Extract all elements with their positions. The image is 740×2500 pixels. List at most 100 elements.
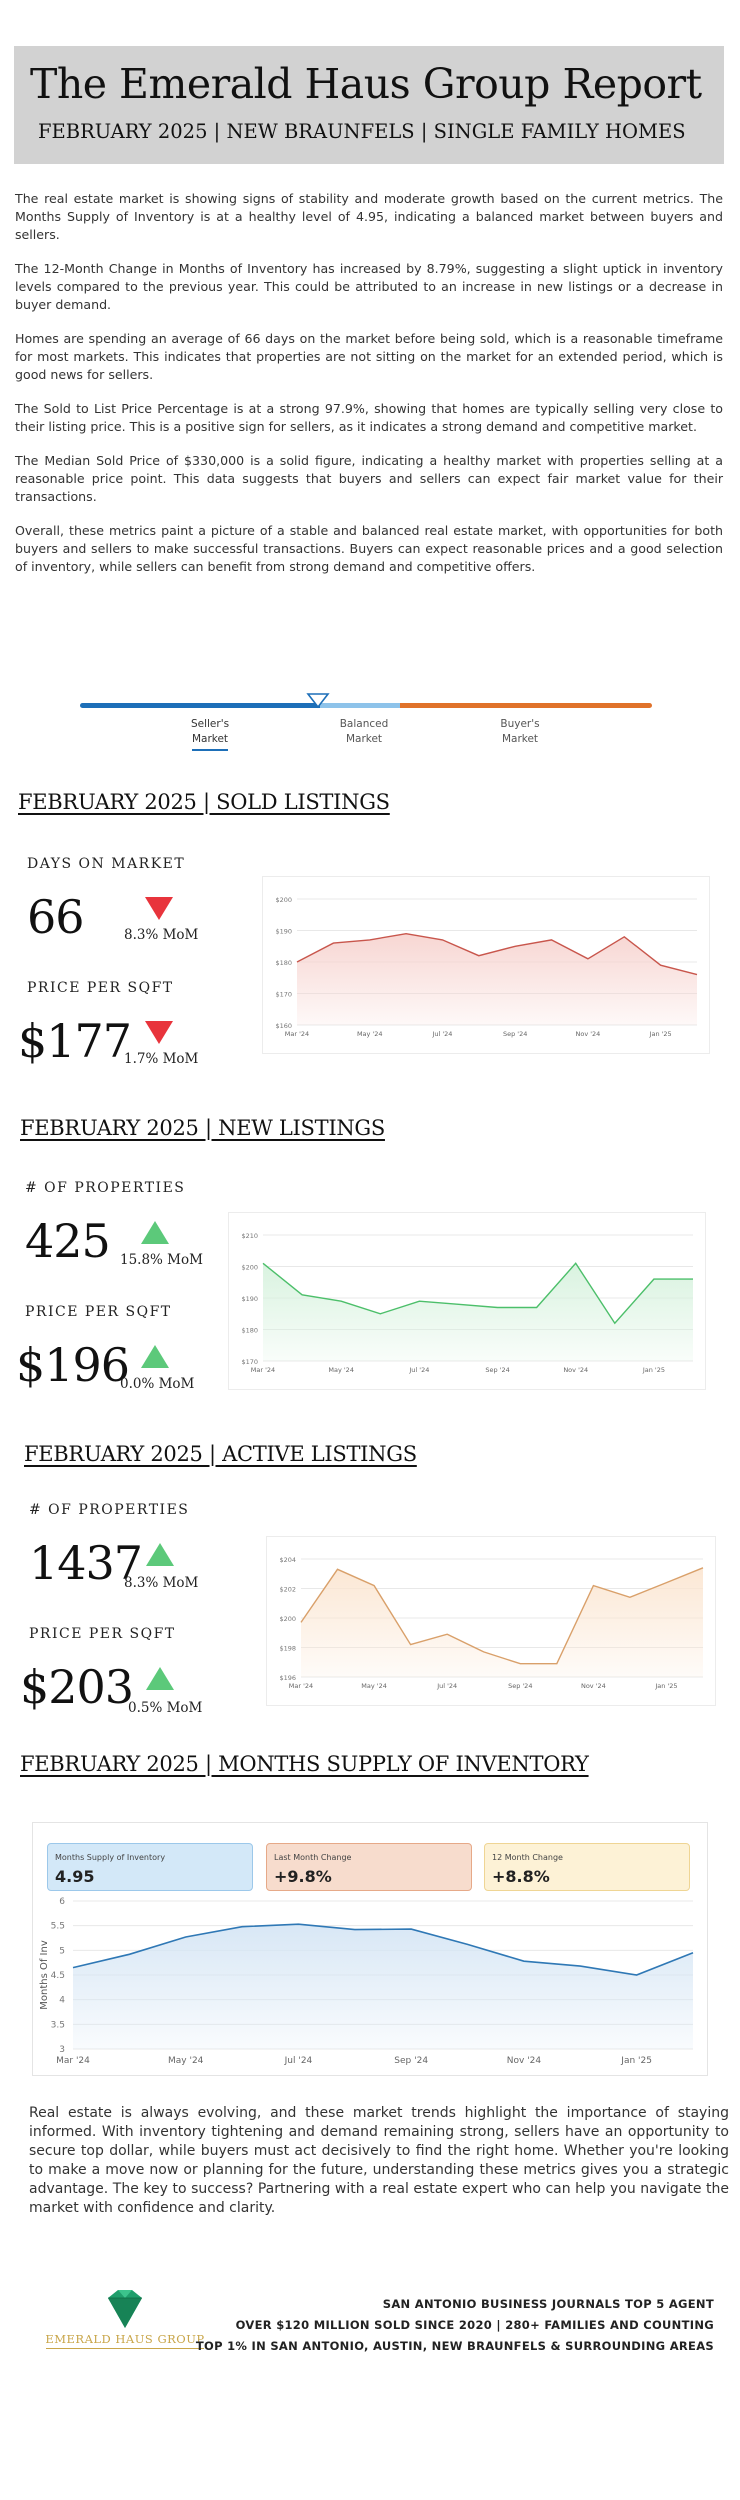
x-tick-label: Nov '24 [576,1030,601,1038]
y-tick-label: $196 [279,1674,296,1682]
series-area [301,1567,703,1677]
metric-label: PRICE PER SQFT [29,1626,176,1642]
y-tick-label: 3 [59,2045,65,2055]
report-title: The Emerald Haus Group Report [30,60,702,108]
y-tick-label: $170 [241,1358,258,1366]
x-tick-label: May '24 [168,2056,204,2066]
y-tick-label: 4 [59,1996,65,2006]
x-tick-label: Sep '24 [508,1682,532,1690]
intro-paragraph: Homes are spending an average of 66 days… [15,331,723,382]
gauge-segment-balanced [320,703,400,708]
series-area [263,1263,693,1361]
months-supply-panel: Months Supply of Inventory 4.95 Last Mon… [32,1822,708,2076]
y-tick-label: $204 [279,1556,296,1564]
series-line [72,1923,694,1976]
x-tick-label: Jul '24 [436,1682,457,1690]
x-tick-label: Jan '25 [642,1366,665,1374]
x-tick-label: May '24 [328,1366,354,1374]
x-tick-label: Mar '24 [285,1030,309,1038]
metric-label: PRICE PER SQFT [25,1304,172,1320]
series-area [73,1924,693,2049]
metric-label: # OF PROPERTIES [29,1502,190,1518]
market-gauge: Seller's Market Balanced Market Buyer's … [80,675,660,755]
logo-underline [46,2348,204,2349]
y-tick-label: 4.5 [51,1971,65,1981]
series-line [296,932,698,976]
series-area [297,933,697,1025]
up-arrow-icon [141,1221,169,1244]
section-title-months-supply: FEBRUARY 2025 | MONTHS SUPPLY OF INVENTO… [20,1752,589,1776]
gauge-segment-sellers [80,703,320,708]
up-arrow-icon [141,1345,169,1368]
chart-active-price-per-sqft: $196 $198 $200 $202 $204 Mar '24 May '24 Jul '2… [266,1536,716,1706]
x-tick-label: Sep '24 [394,2056,428,2066]
metric-change: 0.0% MoM [120,1376,195,1392]
x-tick-label: Jul '24 [431,1030,452,1038]
section-title-active: FEBRUARY 2025 | ACTIVE LISTINGS [24,1442,417,1466]
metric-value: 1437 [29,1536,143,1590]
x-tick-label: May '24 [357,1030,383,1038]
intro-paragraph: The real estate market is showing signs … [15,191,723,242]
kpi-card-title: 12 Month Change [492,1853,563,1862]
section-title-sold: FEBRUARY 2025 | SOLD LISTINGS [18,790,390,814]
metric-change: 0.5% MoM [128,1700,203,1716]
y-tick-label: 6 [59,1897,65,1907]
up-arrow-icon [146,1543,174,1566]
metric-value: $196 [16,1338,130,1392]
x-tick-label: Nov '24 [581,1682,606,1690]
x-tick-label: Jan '25 [649,1030,672,1038]
metric-change: 8.3% MoM [124,927,199,943]
x-tick-label: Jan '25 [620,2056,652,2066]
x-tick-label: Mar '24 [289,1682,313,1690]
series-line [300,1567,704,1665]
x-tick-label: Nov '24 [563,1366,588,1374]
y-tick-label: $200 [275,896,292,904]
closing-text: Real estate is always evolving, and thes… [29,2105,729,2216]
gauge-segment-buyers [400,703,652,708]
kpi-card-last-month-change: Last Month Change +9.8% [266,1843,472,1891]
company-logo: EMERALD HAUS GROUP [40,2288,210,2352]
y-tick-label: $202 [279,1586,296,1594]
x-tick-label: Jul '24 [284,2056,313,2066]
footer-accolade: OVER $120 MILLION SOLD SINCE 2020 | 280+… [235,2318,714,2332]
metric-change: 15.8% MoM [120,1252,203,1268]
months-supply-chart: 3 3.5 4 4.5 5 5.5 6 Mar '24 May '24 Jul '24 Sep '2… [39,1897,694,2066]
footer-accolade: TOP 1% IN SAN ANTONIO, AUSTIN, NEW BRAUN… [195,2339,714,2353]
y-axis-label: Months Of Inv [39,1940,50,2010]
metric-value: $177 [18,1014,132,1068]
gauge-pointer-icon [306,693,330,709]
y-tick-label: $180 [275,959,292,967]
intro-text: The real estate market is showing signs … [15,190,723,592]
intro-paragraph: The Sold to List Price Percentage is at … [15,401,723,434]
x-tick-label: Nov '24 [507,2056,542,2066]
intro-paragraph: The Median Sold Price of $330,000 is a s… [15,453,723,504]
y-tick-label: $200 [241,1264,258,1272]
kpi-card-title: Last Month Change [274,1853,352,1862]
kpi-card-12-month-change: 12 Month Change +8.8% [484,1843,690,1891]
x-tick-label: Jan '25 [654,1682,677,1690]
y-tick-label: $210 [241,1232,258,1240]
metric-label: DAYS ON MARKET [27,856,186,872]
y-tick-label: $170 [275,991,292,999]
footer-accolade: SAN ANTONIO BUSINESS JOURNALS TOP 5 AGEN… [382,2297,714,2311]
gauge-label-balanced: Balanced Market [339,718,389,745]
chart-sold-price-per-sqft: $160 $170 $180 $190 $200 Mar '24 May '24 Jul '2… [262,876,710,1054]
metric-change: 8.3% MoM [124,1575,199,1591]
kpi-card-title: Months Supply of Inventory [55,1853,166,1862]
gauge-label-sellers: Seller's Market [190,718,230,745]
x-tick-label: Jul '24 [408,1366,429,1374]
y-tick-label: $198 [279,1645,296,1653]
kpi-card-value: 4.95 [55,1867,95,1886]
emerald-gem-icon [108,2290,142,2328]
x-tick-label: May '24 [361,1682,387,1690]
y-tick-label: $190 [275,928,292,936]
logo-text: EMERALD HAUS GROUP [45,2332,205,2346]
intro-paragraph: The 12-Month Change in Months of Invento… [15,261,723,312]
x-tick-label: Mar '24 [251,1366,275,1374]
down-arrow-icon [145,897,173,920]
y-tick-label: 5.5 [51,1922,65,1932]
x-tick-label: Mar '24 [56,2056,90,2066]
y-tick-label: $180 [241,1327,258,1335]
y-tick-label: $160 [275,1022,292,1030]
gauge-label-buyers: Buyer's Market [500,718,540,745]
